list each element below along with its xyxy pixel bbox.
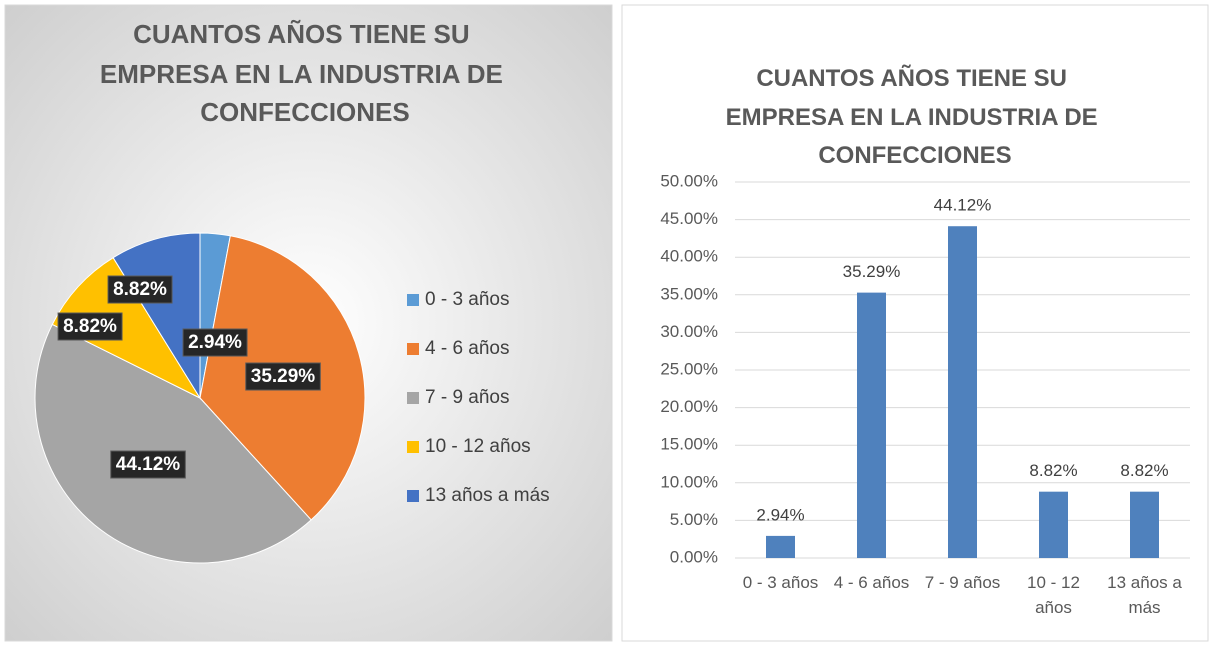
legend-swatch	[407, 343, 419, 355]
data-label: 2.94%	[188, 332, 242, 353]
data-label: 35.29%	[843, 262, 901, 281]
pie-slice	[34, 323, 312, 564]
data-label: 8.82%	[113, 279, 167, 300]
legend-swatch	[407, 441, 419, 453]
x-tick-label: 0 - 3 años	[742, 573, 819, 592]
bar	[1039, 491, 1068, 558]
legend-swatch	[407, 392, 419, 404]
data-label: 44.12%	[116, 454, 181, 475]
x-tick-label: 4 - 6 años	[833, 573, 910, 592]
data-label: 35.29%	[251, 366, 316, 387]
y-tick-label: 40.00%	[660, 247, 718, 266]
bar	[948, 226, 977, 559]
y-tick-label: 30.00%	[660, 322, 718, 341]
data-label: 2.94%	[756, 505, 804, 524]
chart-title: CUANTOS AÑOS TIENE SU EMPRESA EN LA INDU…	[726, 64, 1105, 169]
legend-label: 4 - 6 años	[425, 338, 510, 359]
data-label-box	[57, 312, 123, 341]
y-tick-label: 25.00%	[660, 359, 718, 378]
chart-title: CUANTOS AÑOS TIENE SU EMPRESA EN LA INDU…	[100, 19, 510, 127]
data-label-box	[182, 328, 248, 357]
y-tick-label: 5.00%	[670, 510, 718, 529]
y-tick-label: 20.00%	[660, 397, 718, 416]
bar	[857, 292, 886, 558]
y-tick-label: 45.00%	[660, 209, 718, 228]
legend-label: 10 - 12 años	[425, 436, 531, 457]
data-label: 8.82%	[1120, 461, 1168, 480]
pie-slice	[112, 232, 201, 400]
bar	[1130, 491, 1159, 558]
data-label-box	[245, 362, 321, 391]
legend-label: 0 - 3 años	[425, 289, 510, 310]
y-tick-label: 0.00%	[670, 547, 718, 566]
bar	[766, 535, 795, 558]
y-tick-label: 35.00%	[660, 284, 718, 303]
data-label-box	[110, 450, 186, 479]
legend-label: 7 - 9 años	[425, 387, 510, 408]
legend-swatch	[407, 294, 419, 306]
y-tick-label: 50.00%	[660, 171, 718, 190]
data-label: 8.82%	[1029, 461, 1077, 480]
data-label-box	[107, 275, 173, 304]
legend-swatch	[407, 490, 419, 502]
y-tick-label: 15.00%	[660, 435, 718, 454]
x-tick-label: 7 - 9 años	[924, 573, 1001, 592]
x-tick-label: 10 - 12 años	[1027, 573, 1080, 617]
x-tick-label: 13 años a más	[1107, 573, 1182, 617]
y-tick-label: 10.00%	[660, 472, 718, 491]
legend-label: 13 años a más	[425, 485, 550, 506]
pie-slice	[51, 257, 202, 400]
bar-panel	[621, 4, 1209, 642]
data-label: 44.12%	[934, 196, 992, 215]
data-label: 8.82%	[63, 316, 117, 337]
